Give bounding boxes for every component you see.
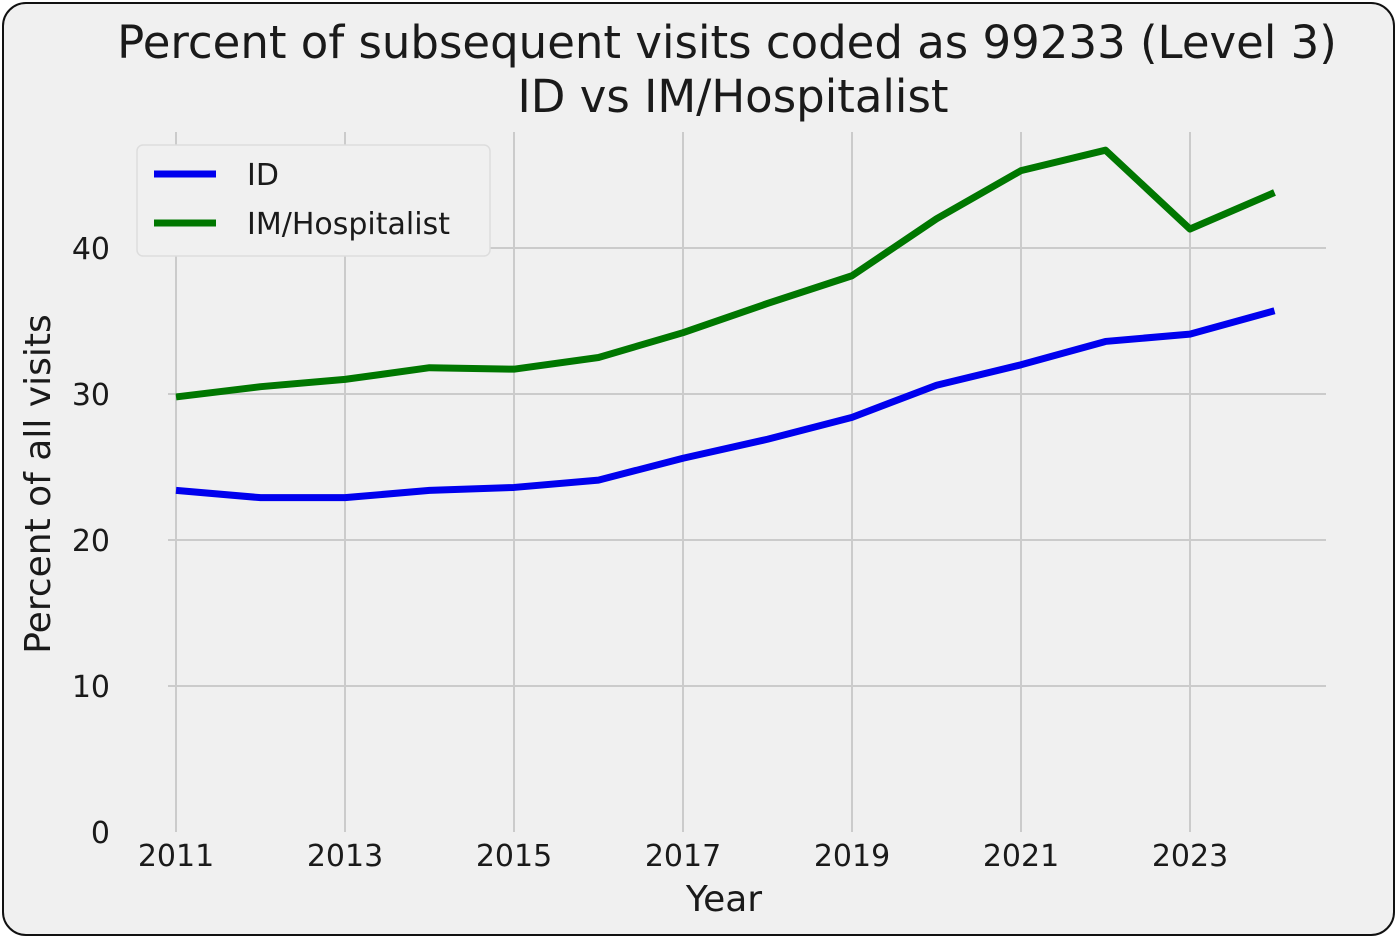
x-axis-label: Year [685, 879, 762, 920]
x-tick-label: 2019 [814, 839, 890, 874]
y-tick-label: 30 [72, 378, 110, 413]
series-line-id [175, 307, 1276, 502]
y-axis-label: Percent of all visits [18, 314, 59, 654]
legend: ID IM/Hospitalist [136, 144, 491, 257]
y-tick-label: 0 [91, 816, 110, 851]
legend-label-id: ID [247, 158, 279, 193]
series-lines [175, 146, 1276, 502]
chart-title: Percent of subsequent visits coded as 99… [117, 16, 1337, 69]
line-chart: Percent of subsequent visits coded as 99… [18, 16, 1337, 920]
y-tick-label: 40 [72, 232, 110, 267]
x-axis-ticks: 2011 2013 2015 2017 2019 2021 2023 [138, 839, 1228, 874]
x-tick-label: 2011 [138, 839, 214, 874]
x-tick-label: 2021 [983, 839, 1059, 874]
x-tick-label: 2017 [645, 839, 721, 874]
y-tick-label: 10 [72, 670, 110, 705]
x-tick-label: 2023 [1152, 839, 1228, 874]
x-tick-label: 2013 [307, 839, 383, 874]
y-tick-label: 20 [72, 524, 110, 559]
x-tick-label: 2015 [476, 839, 552, 874]
legend-box [136, 144, 491, 257]
series-line-im-hospitalist [175, 146, 1276, 401]
legend-label-im-hospitalist: IM/Hospitalist [247, 207, 450, 242]
y-axis-ticks: 0 10 20 30 40 [72, 232, 110, 851]
chart-subtitle: ID vs IM/Hospitalist [517, 70, 948, 123]
